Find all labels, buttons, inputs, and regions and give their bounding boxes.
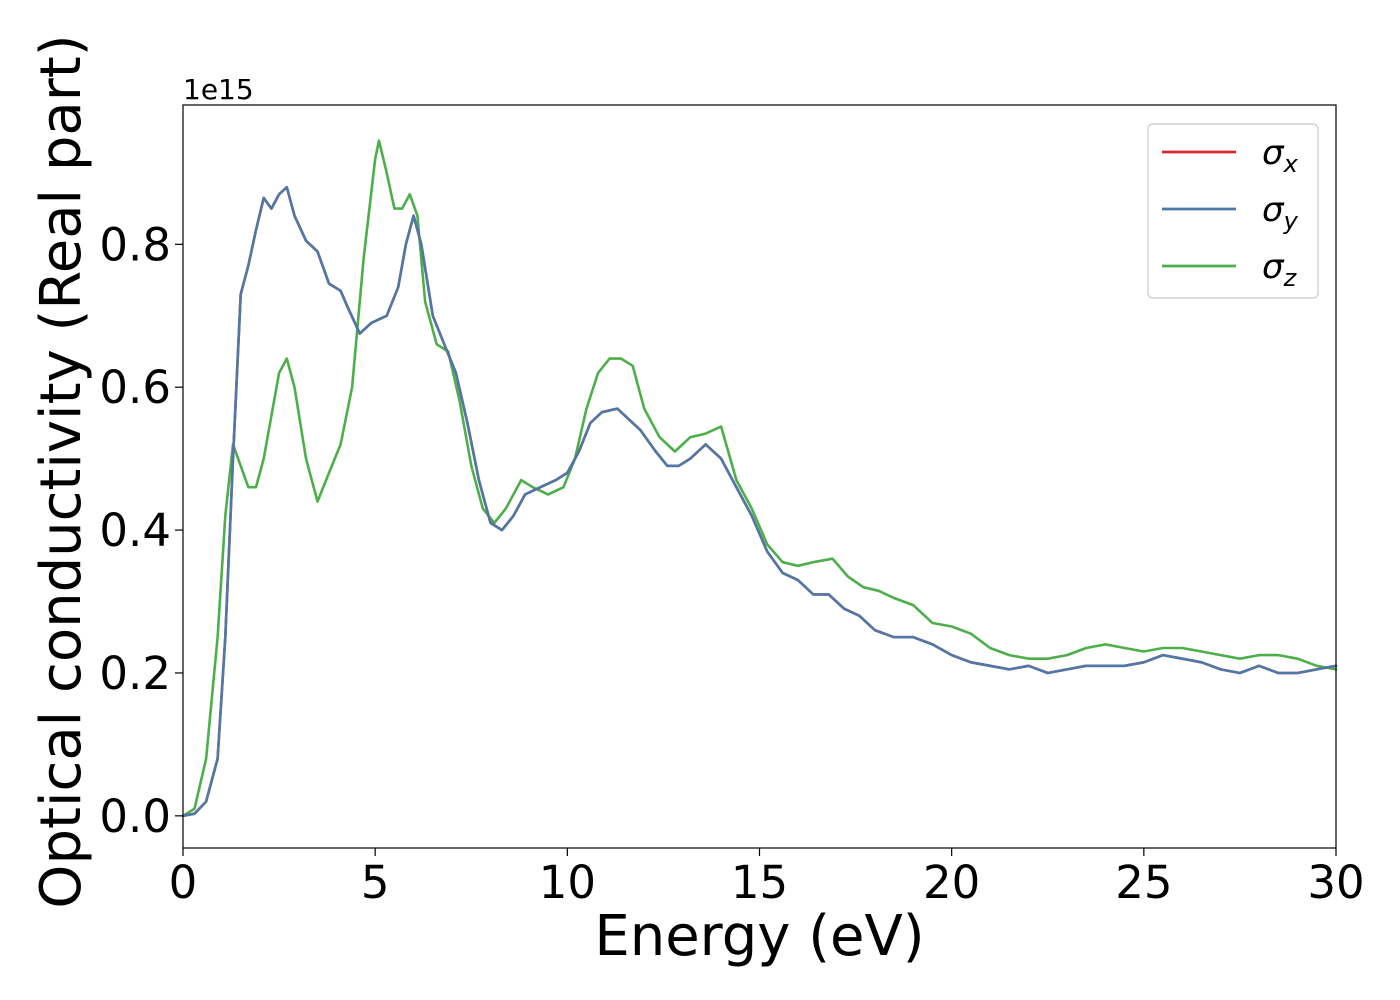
series-line-sigma-z [181,139,1338,818]
x-tick-label: 20 [923,856,980,909]
x-axis-ticks: 0 5 10 15 20 25 30 [169,848,1365,909]
y-axis-ticks: 0.0 0.2 0.4 0.6 0.8 [99,218,183,843]
legend-label: σx [1262,133,1299,178]
legend-box [1147,123,1319,299]
x-tick-label: 30 [1307,856,1364,909]
x-tick-label: 0 [169,856,198,909]
y-tick-label: 0.8 [99,218,171,271]
legend-label: σy [1262,190,1299,235]
series-line-sigma-y [181,185,1338,818]
x-tick-label: 25 [1115,856,1172,909]
y-tick-label: 0.6 [99,361,171,414]
y-axis-title: Optical conductivity (Real part) [29,34,94,908]
y-tick-label: 0.4 [99,504,171,557]
x-tick-label: 10 [539,856,596,909]
y-axis-offset-label: 1e15 [183,73,254,106]
legend-label: σz [1262,247,1298,292]
plot-lines [181,139,1338,818]
y-tick-label: 0.0 [99,790,171,843]
y-tick-label: 0.2 [99,647,171,700]
legend: σx σy σz [1147,123,1319,299]
x-tick-label: 5 [361,856,390,909]
x-tick-label: 15 [731,856,788,909]
x-axis-title: Energy (eV) [594,904,924,969]
